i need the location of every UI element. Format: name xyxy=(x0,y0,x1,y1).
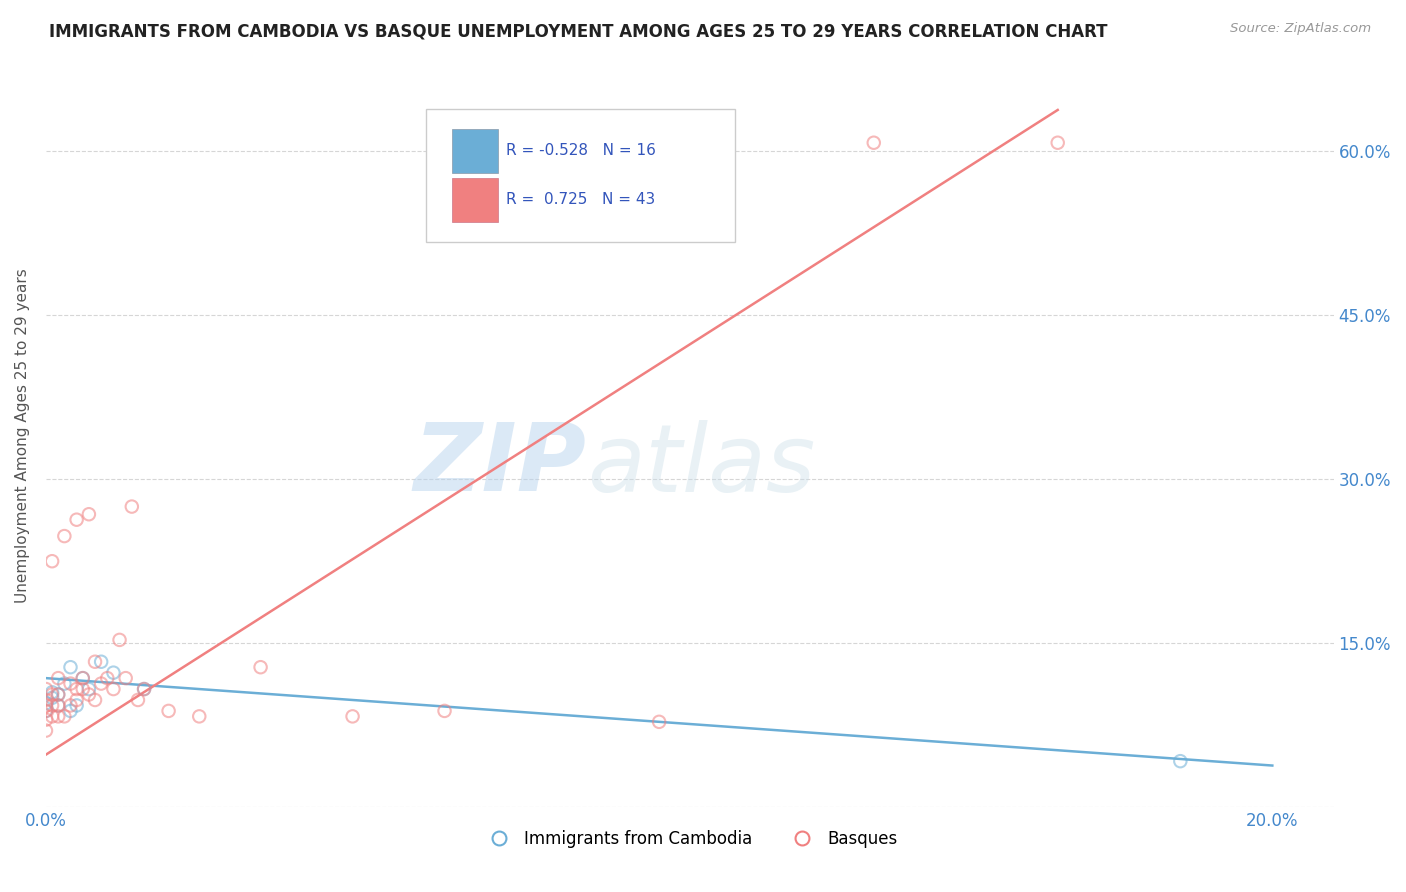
Point xyxy=(35,704,58,718)
Point xyxy=(59,698,82,713)
Point xyxy=(249,660,271,674)
Text: R = -0.528   N = 16: R = -0.528 N = 16 xyxy=(506,144,655,159)
Point xyxy=(41,685,63,699)
Point xyxy=(41,690,63,705)
Point xyxy=(53,709,76,723)
Point xyxy=(1170,754,1192,768)
Point xyxy=(90,676,112,690)
Point xyxy=(46,698,69,713)
Point xyxy=(41,698,63,713)
Point xyxy=(103,681,125,696)
Point xyxy=(35,696,58,710)
Point xyxy=(35,698,58,713)
Point xyxy=(59,660,82,674)
Point xyxy=(72,681,94,696)
Point xyxy=(132,681,155,696)
Point xyxy=(157,704,180,718)
Point xyxy=(433,704,456,718)
Point xyxy=(35,723,58,738)
Point xyxy=(342,709,364,723)
Text: ZIP: ZIP xyxy=(413,419,586,511)
Point xyxy=(46,688,69,702)
Point xyxy=(72,671,94,685)
Point xyxy=(46,698,69,713)
Point xyxy=(84,693,107,707)
Point xyxy=(77,507,100,521)
Point xyxy=(53,676,76,690)
Point xyxy=(108,632,131,647)
Point xyxy=(127,693,149,707)
Point xyxy=(46,709,69,723)
Point xyxy=(66,513,89,527)
Point xyxy=(35,681,58,696)
Point xyxy=(132,681,155,696)
Point xyxy=(96,671,118,685)
Point xyxy=(121,500,143,514)
Point xyxy=(77,681,100,696)
Point xyxy=(77,688,100,702)
Point xyxy=(66,681,89,696)
Point xyxy=(188,709,211,723)
Point xyxy=(66,698,89,713)
Text: Source: ZipAtlas.com: Source: ZipAtlas.com xyxy=(1230,22,1371,36)
Point xyxy=(35,693,58,707)
Point xyxy=(90,655,112,669)
Point xyxy=(114,671,136,685)
Legend: Immigrants from Cambodia, Basques: Immigrants from Cambodia, Basques xyxy=(475,823,904,855)
Point xyxy=(41,554,63,568)
FancyBboxPatch shape xyxy=(451,178,498,221)
Point xyxy=(103,665,125,680)
Point xyxy=(1046,136,1069,150)
Point xyxy=(862,136,884,150)
Point xyxy=(648,714,671,729)
FancyBboxPatch shape xyxy=(451,129,498,173)
Point xyxy=(41,709,63,723)
FancyBboxPatch shape xyxy=(426,109,735,243)
Point xyxy=(35,704,58,718)
Point xyxy=(46,688,69,702)
Point xyxy=(66,693,89,707)
Point xyxy=(59,676,82,690)
Text: atlas: atlas xyxy=(586,420,815,511)
Text: R =  0.725   N = 43: R = 0.725 N = 43 xyxy=(506,192,655,207)
Text: IMMIGRANTS FROM CAMBODIA VS BASQUE UNEMPLOYMENT AMONG AGES 25 TO 29 YEARS CORREL: IMMIGRANTS FROM CAMBODIA VS BASQUE UNEMP… xyxy=(49,22,1108,40)
Point xyxy=(84,655,107,669)
Point xyxy=(35,713,58,727)
Y-axis label: Unemployment Among Ages 25 to 29 years: Unemployment Among Ages 25 to 29 years xyxy=(15,268,30,603)
Point xyxy=(46,671,69,685)
Point xyxy=(41,688,63,702)
Point xyxy=(72,671,94,685)
Point xyxy=(53,529,76,543)
Point xyxy=(59,704,82,718)
